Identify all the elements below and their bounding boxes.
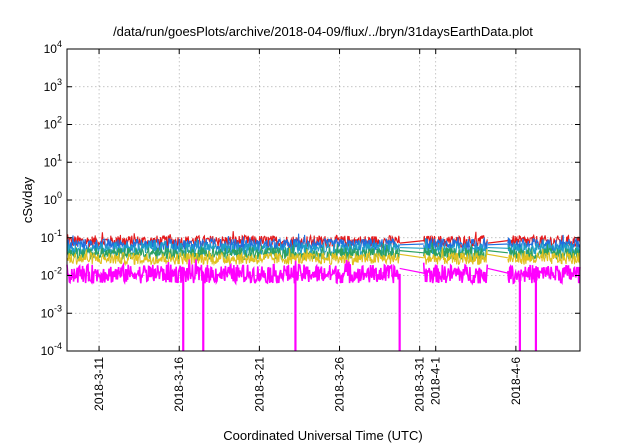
x-tick-label: 2018-3-21: [252, 357, 266, 412]
series-gap-connector: [399, 243, 424, 246]
y-tick-label: 10-3: [41, 303, 62, 320]
series-gap-connector: [399, 240, 424, 244]
x-tick-labels: 2018-3-11 2018-3-16 2018-3-21 2018-3-26 2018…: [92, 357, 523, 412]
series-gap-connector: [399, 267, 424, 274]
series-gap-connector: [487, 267, 508, 274]
series-gap-connector: [487, 250, 508, 254]
series-gap-connector: [487, 246, 508, 249]
series-gap-connector: [487, 243, 508, 246]
y-tick-label: 10-4: [41, 341, 62, 358]
series-line: [66, 247, 581, 267]
series-gap-connector: [487, 240, 508, 244]
series-gap-connector: [399, 253, 424, 259]
x-tick-label: 2018-4-6: [509, 357, 523, 405]
y-tick-label: 102: [44, 115, 62, 132]
series-gap-connector: [399, 250, 424, 254]
y-tick-labels: 10-4 10-3 10-2 10-1 100 101 102 103 104: [41, 39, 62, 358]
series-layer: [66, 231, 581, 351]
x-tick-label: 2018-3-26: [333, 357, 347, 412]
y-tick-label: 10-1: [41, 228, 62, 245]
x-tick-label: 2018-3-16: [172, 357, 186, 412]
x-tick-label: 2018-3-11: [92, 357, 106, 411]
series-gap-connector: [487, 253, 508, 259]
y-tick-label: 10-2: [41, 266, 62, 283]
grid-lines: [67, 49, 580, 351]
x-tick-label: 2018-4-1: [429, 357, 443, 405]
x-tick-label: 2018-3-31: [413, 357, 427, 412]
axis-ticks: [67, 48, 580, 352]
y-tick-label: 104: [44, 39, 62, 56]
y-tick-label: 103: [44, 77, 62, 94]
y-axis-label: cSv/day: [20, 176, 35, 223]
y-tick-label: 101: [44, 152, 62, 169]
series-gap-connector: [399, 246, 424, 249]
y-tick-label: 100: [44, 190, 62, 207]
chart-title: /data/run/goesPlots/archive/2018-04-09/f…: [113, 24, 533, 39]
x-axis-label: Coordinated Universal Time (UTC): [223, 428, 422, 443]
